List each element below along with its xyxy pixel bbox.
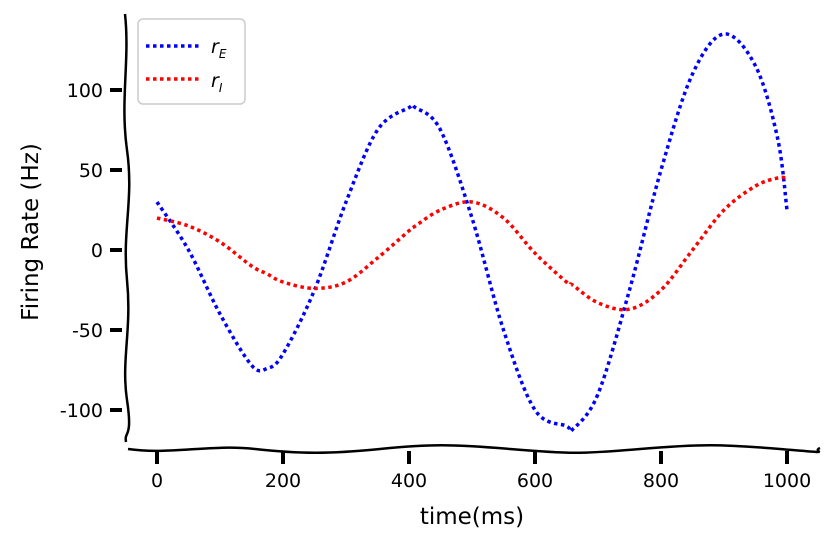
x-axis-title: time(ms) <box>420 504 524 530</box>
plot-area <box>155 32 789 434</box>
y-tick-label: 100 <box>67 80 103 102</box>
x-tick-label: 1000 <box>763 470 811 492</box>
y-axis-spine <box>123 13 131 443</box>
x-axis-spine <box>127 444 821 454</box>
legend-label-re: rE <box>211 36 227 61</box>
series-line-r-i <box>156 175 788 312</box>
y-tick-label: -50 <box>72 320 103 342</box>
x-tick-label: 800 <box>643 470 679 492</box>
legend: rE rI <box>137 18 246 105</box>
x-tick-label: 0 <box>151 470 163 492</box>
y-ticks: 100 50 0 -50 -100 <box>60 80 122 422</box>
series-line-r-e <box>155 32 789 434</box>
legend-box <box>137 18 246 105</box>
x-tick-label: 600 <box>517 470 553 492</box>
legend-label-ri: rI <box>211 70 223 95</box>
y-tick-label: 0 <box>91 240 103 262</box>
x-tick-label: 200 <box>265 470 301 492</box>
x-tick-label: 400 <box>391 470 427 492</box>
y-axis-title: Firing Rate (Hz) <box>18 143 44 321</box>
x-ticks: 0 200 400 600 800 1000 <box>151 451 811 492</box>
y-tick-label: -100 <box>60 400 103 422</box>
y-tick-label: 50 <box>79 160 103 182</box>
